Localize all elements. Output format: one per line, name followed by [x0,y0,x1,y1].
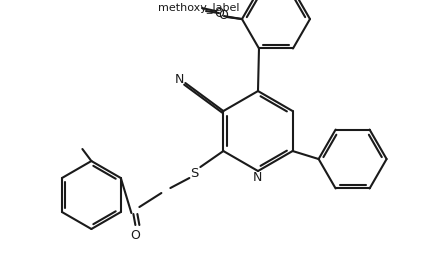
Text: N: N [252,171,262,183]
Text: O: O [214,7,224,20]
Text: methoxy_label: methoxy_label [158,2,240,13]
Text: O: O [131,228,140,242]
Text: N: N [175,73,184,86]
Text: S: S [190,167,198,179]
Text: O: O [218,9,228,22]
